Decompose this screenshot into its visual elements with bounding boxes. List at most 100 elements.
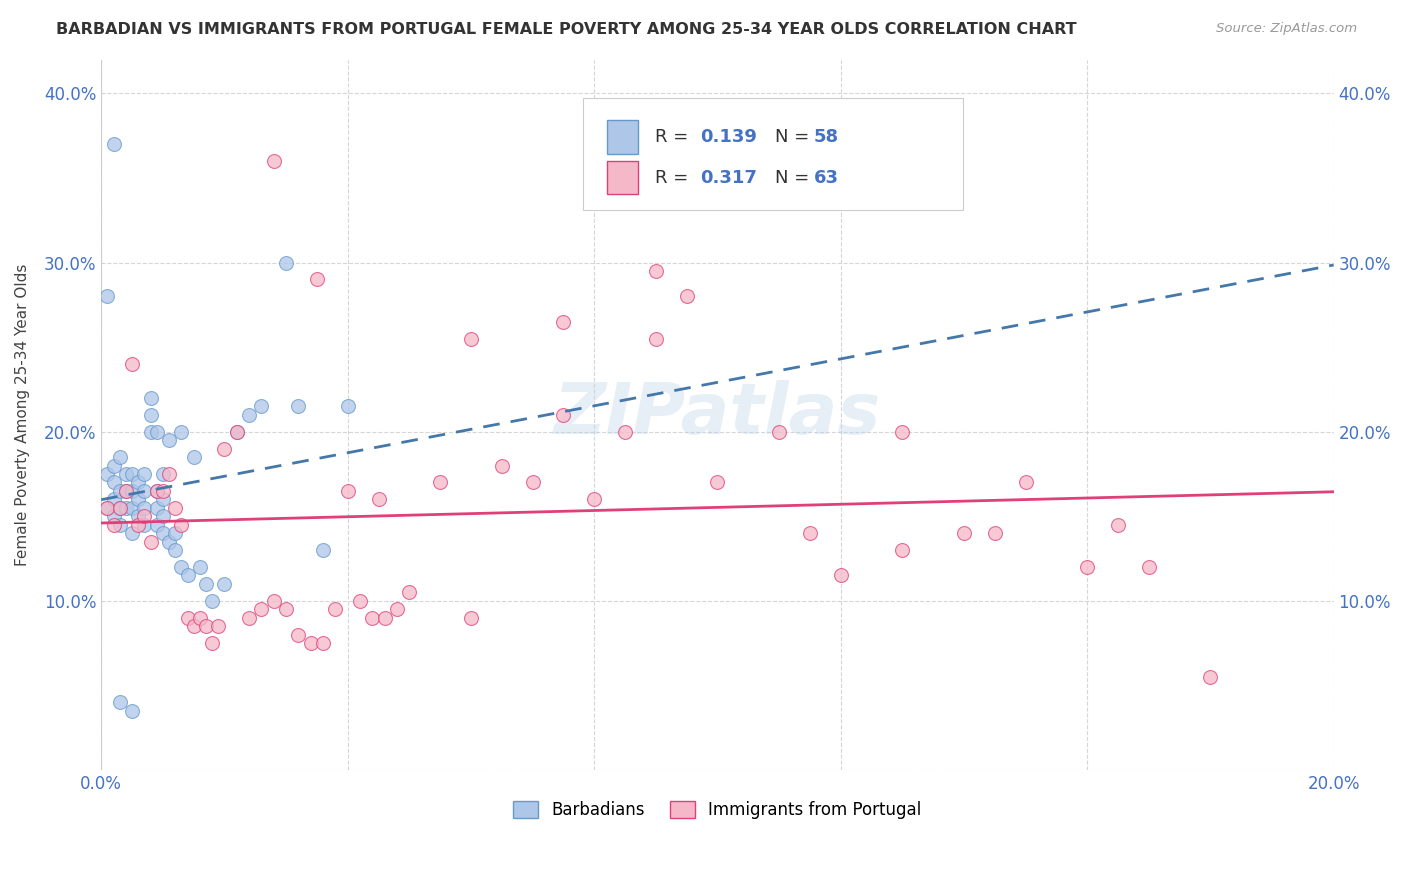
Point (121, 704, 143, 718)
Point (108, 500, 131, 515)
Point (429, 475, 451, 490)
Point (263, 154, 285, 169)
Point (250, 602, 273, 616)
Point (491, 458, 513, 473)
Point (103, 137, 125, 152)
Point (170, 425, 193, 439)
Point (250, 400, 273, 414)
Point (299, 636, 322, 650)
Point (374, 611, 396, 625)
Point (675, 289, 697, 303)
Point (139, 425, 162, 439)
Point (953, 526, 976, 541)
Point (145, 425, 167, 439)
Point (263, 594, 285, 608)
Text: N =: N = (775, 128, 814, 146)
Point (799, 526, 821, 541)
Point (96, 289, 118, 303)
Text: R =: R = (655, 169, 695, 186)
Point (139, 391, 162, 405)
Point (1014, 475, 1036, 490)
Text: 0.317: 0.317 (700, 169, 756, 186)
Point (238, 611, 260, 625)
Point (121, 357, 143, 371)
Point (115, 483, 138, 498)
Point (152, 467, 174, 481)
Point (115, 483, 138, 498)
Point (183, 450, 205, 464)
Point (103, 458, 125, 473)
Point (768, 425, 790, 439)
Point (152, 492, 174, 507)
Point (145, 483, 167, 498)
Point (1137, 560, 1160, 574)
Point (287, 628, 309, 642)
Point (398, 585, 420, 599)
Point (157, 467, 180, 481)
Text: 58: 58 (814, 128, 839, 146)
Point (207, 619, 229, 633)
Point (103, 492, 125, 507)
Point (349, 594, 371, 608)
Point (183, 619, 205, 633)
Point (385, 602, 408, 616)
Point (225, 425, 247, 439)
Point (121, 526, 143, 541)
Point (127, 475, 149, 490)
Point (891, 543, 914, 558)
Point (115, 500, 138, 515)
Point (134, 517, 156, 532)
Point (176, 611, 198, 625)
Point (96, 467, 118, 481)
Point (157, 433, 180, 447)
Point (361, 611, 384, 625)
Point (108, 500, 131, 515)
Point (238, 408, 260, 422)
Point (108, 517, 131, 532)
Point (287, 400, 309, 414)
Point (274, 255, 297, 269)
Point (165, 500, 187, 515)
Point (134, 509, 156, 524)
Point (460, 332, 482, 346)
Point (152, 483, 174, 498)
Point (170, 560, 193, 574)
Point (121, 467, 143, 481)
Text: ZIPatlas: ZIPatlas (554, 380, 882, 450)
Point (983, 526, 1005, 541)
Point (195, 577, 218, 591)
Point (188, 611, 211, 625)
Point (176, 568, 198, 582)
Point (103, 517, 125, 532)
Point (152, 509, 174, 524)
Point (108, 483, 131, 498)
Point (195, 619, 218, 633)
Point (145, 483, 167, 498)
Text: Source: ZipAtlas.com: Source: ZipAtlas.com (1216, 22, 1357, 36)
Text: 63: 63 (814, 169, 839, 186)
Point (201, 636, 224, 650)
Point (312, 636, 335, 650)
Point (201, 594, 224, 608)
Text: BARBADIAN VS IMMIGRANTS FROM PORTUGAL FEMALE POVERTY AMONG 25-34 YEAR OLDS CORRE: BARBADIAN VS IMMIGRANTS FROM PORTUGAL FE… (56, 22, 1077, 37)
Point (1107, 517, 1129, 532)
Point (460, 611, 482, 625)
Point (157, 534, 180, 549)
Point (188, 560, 211, 574)
Text: R =: R = (655, 128, 695, 146)
Point (312, 543, 335, 558)
Point (305, 272, 328, 286)
Point (121, 483, 143, 498)
Point (115, 467, 138, 481)
Text: 0.139: 0.139 (700, 128, 756, 146)
Point (127, 517, 149, 532)
Point (127, 509, 149, 524)
Point (644, 264, 666, 278)
Point (134, 483, 156, 498)
Point (706, 475, 728, 490)
Point (103, 475, 125, 490)
Point (367, 492, 389, 507)
Point (1199, 670, 1222, 684)
Point (225, 425, 247, 439)
Point (614, 425, 637, 439)
